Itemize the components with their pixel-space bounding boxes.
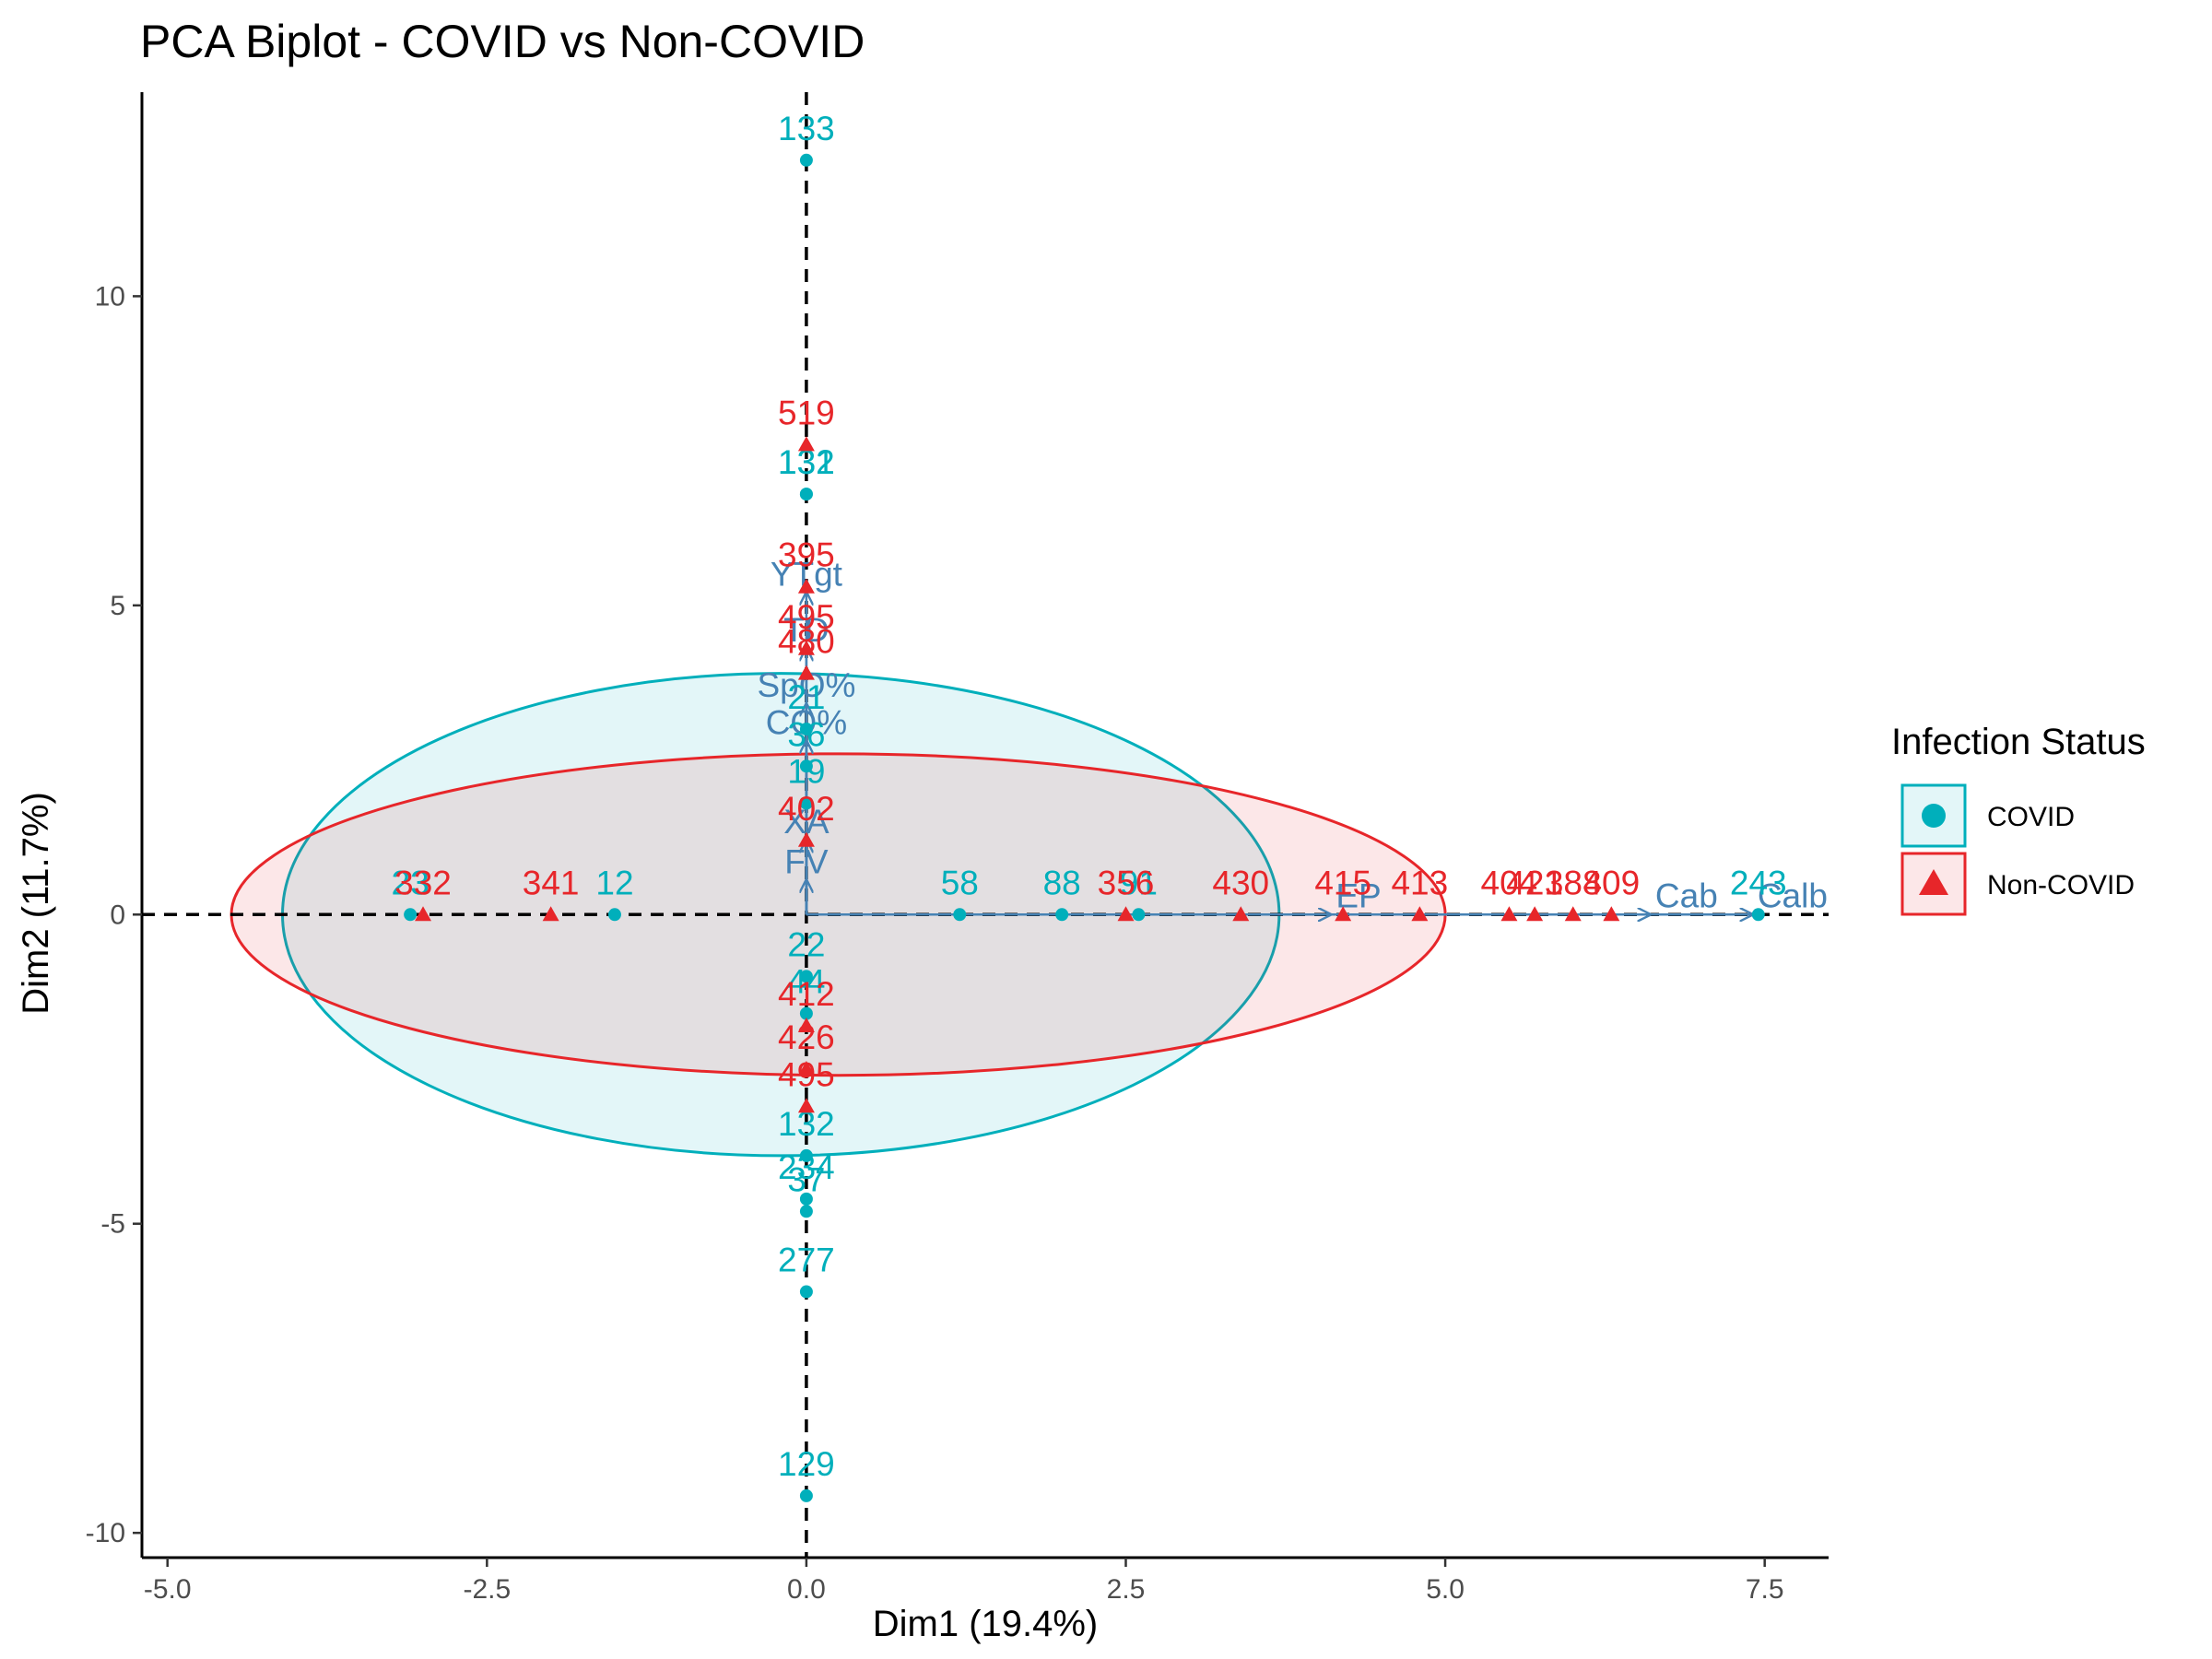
covid-point <box>799 1006 813 1020</box>
variable-label: FV <box>784 842 829 880</box>
non-covid-point <box>542 906 559 922</box>
non-covid-point <box>1526 906 1544 922</box>
point-label: 519 <box>778 394 835 431</box>
covid-point <box>799 1192 813 1206</box>
point-label: 430 <box>1212 864 1269 901</box>
non-covid-point <box>797 578 815 594</box>
point-label: 356 <box>1098 864 1155 901</box>
point-label: 415 <box>1314 864 1371 901</box>
covid-point <box>799 488 813 501</box>
point-label: 404 <box>1481 864 1538 901</box>
covid-point <box>1055 908 1069 922</box>
point-label: 23 <box>392 864 429 901</box>
point-label: 409 <box>1583 864 1640 901</box>
point-label: 421 <box>1506 864 1563 901</box>
covid-point <box>799 1205 813 1218</box>
point-label: 133 <box>778 110 835 147</box>
covid-point <box>404 908 418 922</box>
point-label: 413 <box>1391 864 1448 901</box>
non-covid-point <box>797 665 815 680</box>
point-label: 277 <box>778 1241 835 1279</box>
legend-label: Non-COVID <box>1987 870 2135 900</box>
legend-label: COVID <box>1987 802 2075 832</box>
covid-point <box>799 153 813 167</box>
non-covid-point <box>1335 906 1352 922</box>
point-label: 44 <box>787 963 825 1001</box>
y-axis-title: Dim2 (11.7%) <box>16 792 56 1015</box>
y-tick-label: -5 <box>100 1209 125 1240</box>
y-tick-label: 0 <box>110 900 125 930</box>
point-label: 91 <box>1120 864 1158 901</box>
chart-title: PCA Biplot - COVID vs Non-COVID <box>140 16 865 67</box>
point-label: 243 <box>1730 864 1787 901</box>
x-tick-label: -2.5 <box>463 1574 511 1605</box>
covid-point <box>799 1488 813 1502</box>
covid-point <box>799 723 813 736</box>
point-label: 495 <box>778 598 835 636</box>
point-label: 37 <box>787 1160 825 1198</box>
point-label: 22 <box>787 925 825 963</box>
point-label: 12 <box>595 864 633 901</box>
point-label: 332 <box>394 864 452 901</box>
covid-point <box>799 1148 813 1162</box>
covid-point <box>799 759 813 773</box>
point-label: 412 <box>778 975 835 1013</box>
legend: Infection Status COVID Non-COVID <box>1891 722 2146 916</box>
non-covid-point <box>797 1061 815 1076</box>
y-tick-label: -10 <box>86 1518 125 1548</box>
non-covid-point <box>1117 906 1135 922</box>
x-tick-label: -5.0 <box>144 1574 192 1605</box>
y-tick-label: 10 <box>95 281 125 312</box>
axes: -5.0 -2.5 0.0 2.5 5.0 7.5 -10 -5 0 5 10 <box>86 92 1829 1605</box>
non-covid-point <box>797 436 815 452</box>
variable-label: Cab <box>1655 877 1718 914</box>
point-label: 395 <box>778 536 835 574</box>
x-tick-label: 0.0 <box>787 1574 826 1605</box>
point-label: 480 <box>778 623 835 661</box>
x-tick-label: 2.5 <box>1107 1574 1146 1605</box>
covid-point <box>799 970 813 983</box>
legend-triangle-icon <box>1919 869 1948 895</box>
variable-label: Calb <box>1758 877 1828 914</box>
x-tick-label: 5.0 <box>1426 1574 1465 1605</box>
x-axis-title: Dim1 (19.4%) <box>873 1604 1099 1644</box>
point-label: 402 <box>778 790 835 828</box>
legend-title: Infection Status <box>1891 722 2146 762</box>
point-label: 388 <box>1545 864 1602 901</box>
legend-entry-non-covid: Non-COVID <box>1900 852 2135 916</box>
point-label: 36 <box>787 715 825 753</box>
covid-point <box>799 1285 813 1299</box>
point-label: 129 <box>778 1445 835 1483</box>
covid-point <box>607 908 621 922</box>
non-covid-point <box>1603 906 1620 922</box>
point-label: 21 <box>787 678 825 716</box>
y-tick-label: 5 <box>110 591 125 621</box>
legend-circle-icon <box>1922 804 1946 828</box>
point-label: 341 <box>523 864 580 901</box>
non-covid-point <box>797 1018 815 1033</box>
covid-point <box>1132 908 1146 922</box>
covid-point <box>953 908 967 922</box>
non-covid-point <box>1500 906 1518 922</box>
point-label: 234 <box>778 1148 835 1186</box>
non-covid-point <box>1232 906 1250 922</box>
covid-point <box>799 796 813 810</box>
non-covid-point <box>797 1098 815 1113</box>
non-covid-point <box>797 831 815 847</box>
non-covid-point <box>1411 906 1429 922</box>
non-covid-point <box>797 640 815 655</box>
non-covid-point <box>415 906 431 922</box>
point-label: 19 <box>787 753 825 791</box>
x-tick-label: 7.5 <box>1746 1574 1784 1605</box>
point-label: 88 <box>1043 864 1081 901</box>
legend-entry-covid: COVID <box>1900 783 2075 848</box>
point-label: 58 <box>941 864 979 901</box>
covid-point <box>1751 908 1765 922</box>
non-covid-point <box>1564 906 1582 922</box>
